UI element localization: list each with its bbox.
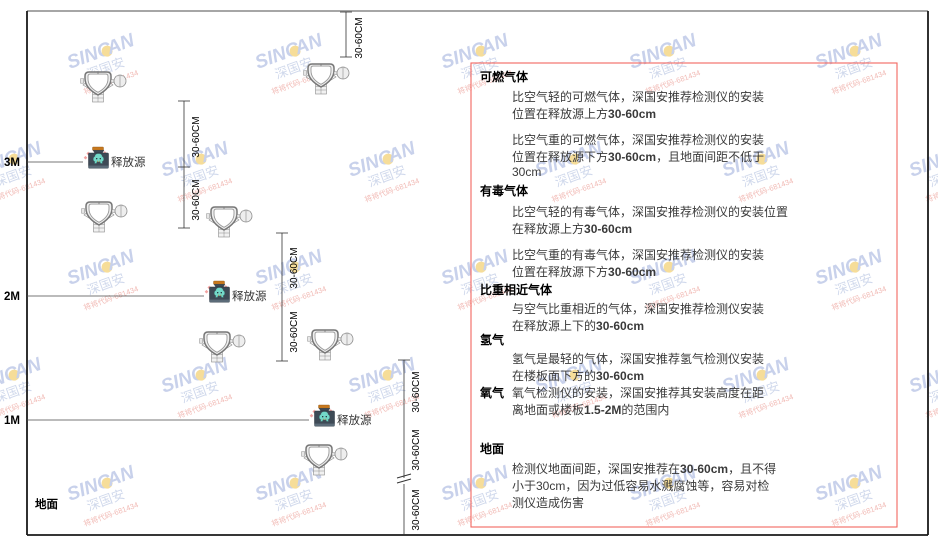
svg-text:30-60CM: 30-60CM [289, 311, 300, 352]
svg-text:30-60CM: 30-60CM [411, 429, 422, 470]
svg-text:30-60CM: 30-60CM [191, 116, 202, 157]
svg-text:30-60CM: 30-60CM [191, 179, 202, 220]
svg-text:30-60CM: 30-60CM [411, 489, 422, 530]
svg-text:3M: 3M [4, 157, 20, 169]
svg-text:释放源: 释放源 [111, 155, 146, 169]
svg-text:2M: 2M [4, 291, 20, 303]
svg-text:释放源: 释放源 [337, 413, 372, 427]
svg-text:30-60CM: 30-60CM [411, 371, 422, 412]
svg-text:地面: 地面 [35, 497, 58, 511]
svg-text:1M: 1M [4, 415, 20, 427]
svg-text:30-60CM: 30-60CM [289, 247, 300, 288]
svg-text:30-60CM: 30-60CM [354, 17, 365, 58]
svg-text:释放源: 释放源 [232, 289, 267, 303]
